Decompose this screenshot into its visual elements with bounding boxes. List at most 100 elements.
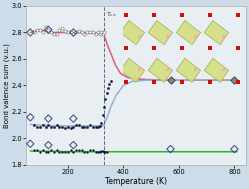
Point xyxy=(66,31,70,34)
Point xyxy=(103,150,107,153)
Point xyxy=(46,144,50,147)
Point xyxy=(60,27,64,30)
Point xyxy=(49,149,53,152)
Point xyxy=(96,31,100,34)
Point xyxy=(101,149,105,153)
Point xyxy=(52,125,56,128)
Point xyxy=(82,32,86,35)
Point xyxy=(96,125,100,128)
Point xyxy=(58,150,62,153)
Point xyxy=(88,31,92,34)
Point xyxy=(82,125,86,128)
Point xyxy=(91,31,95,34)
Point xyxy=(52,150,56,153)
Point xyxy=(63,150,67,153)
Point xyxy=(32,149,36,152)
Point xyxy=(41,124,45,127)
Point xyxy=(55,32,59,35)
Point xyxy=(66,150,70,153)
Point xyxy=(38,28,42,31)
Point xyxy=(74,124,78,127)
Point xyxy=(55,124,59,127)
Point xyxy=(71,144,75,147)
Point xyxy=(99,149,103,153)
Point xyxy=(41,149,45,152)
Point xyxy=(105,92,109,95)
Point xyxy=(63,30,67,33)
Point xyxy=(98,32,102,35)
Point xyxy=(44,125,48,128)
Point xyxy=(98,150,102,153)
Point xyxy=(60,150,64,153)
Point xyxy=(46,28,50,31)
Point xyxy=(101,113,105,116)
Point xyxy=(63,126,67,129)
Point xyxy=(99,121,103,124)
Point xyxy=(169,79,173,82)
Point xyxy=(102,150,106,153)
Point xyxy=(94,150,98,153)
Point xyxy=(44,150,48,153)
Point xyxy=(169,148,173,151)
Point xyxy=(108,83,112,86)
Point xyxy=(77,30,81,33)
Point xyxy=(35,28,39,31)
Point xyxy=(232,148,236,151)
Point xyxy=(106,87,110,90)
Point xyxy=(58,125,62,128)
Point xyxy=(44,26,48,29)
Point xyxy=(88,149,92,152)
Point xyxy=(46,124,50,127)
Point xyxy=(232,79,236,82)
Point xyxy=(74,31,78,34)
Point xyxy=(94,32,98,35)
Point xyxy=(49,125,53,128)
Point xyxy=(88,124,92,127)
Point xyxy=(91,125,95,128)
Point xyxy=(80,31,84,34)
Point xyxy=(58,28,62,31)
Point xyxy=(80,149,84,152)
Point xyxy=(71,125,75,128)
Point xyxy=(38,150,42,153)
Point xyxy=(52,32,56,35)
Point xyxy=(35,149,39,152)
Point xyxy=(71,32,75,35)
X-axis label: Temperature (K): Temperature (K) xyxy=(105,177,167,186)
Point xyxy=(105,150,109,153)
Point xyxy=(99,31,103,34)
Point xyxy=(68,149,72,152)
Point xyxy=(28,142,32,145)
Point xyxy=(28,116,32,119)
Point xyxy=(71,117,75,120)
Point xyxy=(46,28,50,31)
Point xyxy=(49,31,53,34)
Point xyxy=(80,125,84,128)
Point xyxy=(38,126,42,129)
Point xyxy=(46,117,50,120)
Point xyxy=(82,150,86,153)
Point xyxy=(66,125,70,128)
Text: T$_{co}$: T$_{co}$ xyxy=(106,10,116,19)
Point xyxy=(41,31,45,34)
Point xyxy=(68,31,72,34)
Point xyxy=(32,31,36,34)
Point xyxy=(102,105,106,108)
Point xyxy=(68,126,72,129)
Point xyxy=(103,97,107,100)
Point xyxy=(96,150,100,153)
Y-axis label: Bond valence sum (v.u.): Bond valence sum (v.u.) xyxy=(3,43,10,128)
Point xyxy=(85,31,89,34)
Point xyxy=(74,149,78,152)
Point xyxy=(77,124,81,127)
Point xyxy=(101,32,105,35)
Point xyxy=(94,125,98,128)
Point xyxy=(55,149,59,152)
Point xyxy=(102,31,106,34)
Point xyxy=(98,124,102,127)
Point xyxy=(46,150,50,153)
Point xyxy=(91,149,95,152)
Point xyxy=(32,123,36,126)
Point xyxy=(35,125,39,128)
Point xyxy=(85,125,89,128)
